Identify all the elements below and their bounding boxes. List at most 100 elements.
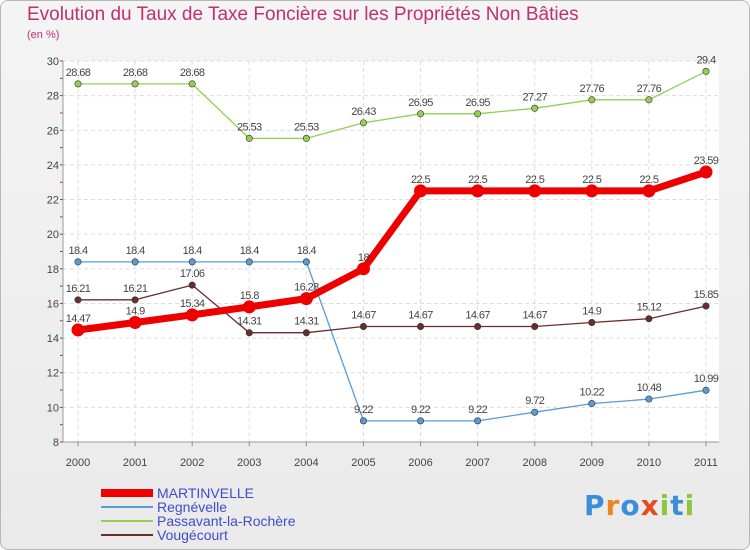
data-label-vougecourt: 14.67	[522, 309, 547, 321]
x-tick-label: 2000	[66, 457, 90, 469]
legend-swatch-regnevelle	[101, 506, 153, 508]
data-label-regnevelle: 18.4	[68, 245, 87, 257]
data-label-martinvelle: 22.5	[525, 174, 544, 186]
legend-swatch-martinvelle	[101, 489, 153, 497]
data-point-passavant-la-rochere	[359, 119, 367, 127]
data-point-vougecourt	[474, 322, 482, 330]
data-point-regnevelle	[74, 258, 82, 266]
data-label-martinvelle: 22.5	[411, 174, 430, 186]
data-point-vougecourt	[359, 322, 367, 330]
data-point-passavant-la-rochere	[588, 96, 596, 104]
data-point-martinvelle	[414, 184, 428, 198]
data-label-passavant-la-rochere: 27.27	[522, 91, 547, 103]
data-label-vougecourt: 14.67	[465, 309, 490, 321]
y-tick-label: 14	[47, 333, 59, 345]
data-label-martinvelle: 18	[358, 252, 370, 264]
data-point-martinvelle	[71, 323, 85, 337]
data-label-passavant-la-rochere: 26.95	[408, 97, 433, 109]
data-point-passavant-la-rochere	[74, 80, 82, 88]
legend-label-passavant: Passavant-la-Rochère	[157, 513, 296, 529]
data-point-vougecourt	[588, 319, 596, 327]
data-point-regnevelle	[417, 417, 425, 425]
data-label-vougecourt: 15.12	[637, 302, 662, 314]
y-tick-label: 16	[47, 298, 59, 310]
data-label-regnevelle: 10.22	[580, 387, 605, 399]
x-tick-label: 2008	[522, 457, 546, 469]
data-label-regnevelle: 9.22	[354, 404, 373, 416]
x-tick-label: 2006	[408, 457, 432, 469]
data-label-passavant-la-rochere: 28.68	[180, 67, 205, 79]
data-label-regnevelle: 9.22	[411, 404, 430, 416]
data-label-regnevelle: 18.4	[297, 245, 316, 257]
legend-label-vougecourt: Vougécourt	[157, 527, 228, 543]
y-tick-label: 12	[47, 368, 59, 380]
data-point-martinvelle	[242, 300, 256, 314]
y-tick-label: 28	[47, 91, 59, 103]
x-tick-label: 2010	[637, 457, 661, 469]
data-point-martinvelle	[356, 262, 370, 276]
y-tick-label: 18	[47, 264, 59, 276]
legend-label-martinvelle: MARTINVELLE	[157, 485, 254, 501]
data-point-passavant-la-rochere	[417, 110, 425, 118]
data-point-regnevelle	[702, 386, 710, 394]
y-tick-label: 30	[47, 56, 59, 68]
data-point-regnevelle	[245, 258, 253, 266]
data-label-passavant-la-rochere: 25.53	[294, 121, 319, 133]
data-label-regnevelle: 9.22	[468, 404, 487, 416]
data-label-passavant-la-rochere: 26.95	[465, 97, 490, 109]
plot-area	[63, 61, 719, 442]
x-tick-label: 2005	[351, 457, 375, 469]
data-point-regnevelle	[588, 400, 596, 408]
data-label-passavant-la-rochere: 25.53	[237, 121, 262, 133]
legend-swatch-passavant	[101, 520, 153, 522]
x-tick-label: 2004	[294, 457, 318, 469]
logo-letter: P	[584, 489, 606, 522]
data-label-martinvelle: 22.5	[468, 174, 487, 186]
data-label-martinvelle: 22.5	[582, 174, 601, 186]
data-point-vougecourt	[188, 281, 196, 289]
series-line-martinvelle	[74, 168, 710, 334]
data-point-martinvelle	[128, 316, 142, 330]
unit-label: (en %)	[27, 29, 60, 41]
data-label-passavant-la-rochere: 27.76	[580, 83, 605, 95]
data-label-martinvelle: 14.9	[126, 306, 145, 318]
data-point-regnevelle	[474, 417, 482, 425]
data-label-vougecourt: 14.67	[351, 309, 376, 321]
data-point-passavant-la-rochere	[702, 67, 710, 75]
data-point-martinvelle	[585, 184, 599, 198]
data-point-vougecourt	[531, 322, 539, 330]
data-label-martinvelle: 14.47	[66, 313, 91, 325]
data-point-regnevelle	[131, 258, 139, 266]
x-tick-label: 2007	[465, 457, 489, 469]
x-tick-label: 2001	[123, 457, 147, 469]
data-point-vougecourt	[74, 296, 82, 304]
data-label-martinvelle: 15.8	[240, 290, 259, 302]
data-point-vougecourt	[417, 322, 425, 330]
data-point-vougecourt	[245, 329, 253, 337]
data-point-martinvelle	[528, 184, 542, 198]
data-label-martinvelle: 16.28	[294, 282, 319, 294]
data-point-passavant-la-rochere	[474, 110, 482, 118]
data-point-martinvelle	[642, 184, 656, 198]
data-label-regnevelle: 9.72	[525, 395, 544, 407]
data-label-passavant-la-rochere: 29.4	[696, 54, 715, 66]
x-tick-label: 2002	[180, 457, 204, 469]
proxiti-logo: Proxiti	[584, 489, 695, 522]
logo-letter: r	[605, 489, 621, 522]
data-label-vougecourt: 16.21	[66, 283, 91, 295]
data-point-vougecourt	[302, 329, 310, 337]
data-label-vougecourt: 17.06	[180, 268, 205, 280]
data-point-passavant-la-rochere	[531, 104, 539, 112]
data-label-passavant-la-rochere: 27.76	[637, 83, 662, 95]
data-label-passavant-la-rochere: 26.43	[351, 106, 376, 118]
data-point-passavant-la-rochere	[131, 80, 139, 88]
data-label-regnevelle: 10.99	[694, 373, 719, 385]
data-label-vougecourt: 16.21	[123, 283, 148, 295]
data-label-vougecourt: 14.9	[582, 306, 601, 318]
data-point-vougecourt	[645, 315, 653, 323]
data-label-vougecourt: 14.31	[294, 316, 319, 328]
data-point-regnevelle	[302, 258, 310, 266]
data-label-martinvelle: 23.59	[694, 155, 719, 167]
